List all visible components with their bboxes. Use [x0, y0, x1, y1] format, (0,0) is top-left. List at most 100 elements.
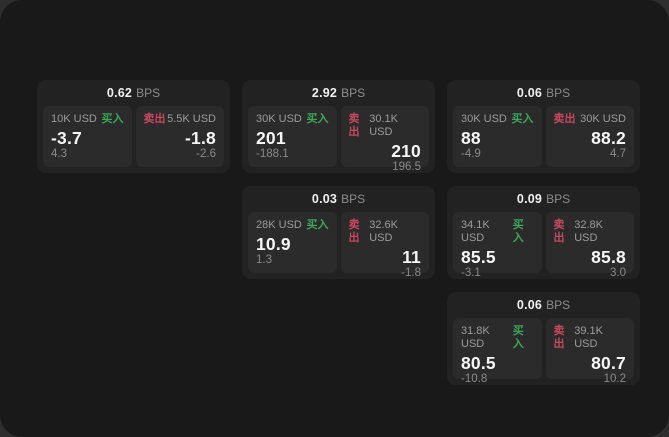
sell-price: 88.2	[591, 128, 626, 148]
quote-body: 10K USD 买入 -3.7 4.3 卖出 5.5K USD -1.8 -2.…	[37, 106, 230, 167]
buy-panel[interactable]: 10K USD 买入 -3.7 4.3	[43, 106, 132, 167]
sell-top-row: 卖出 39.1K USD	[554, 325, 627, 351]
sell-top-row: 卖出 32.6K USD	[349, 219, 422, 245]
sell-panel[interactable]: 卖出 39.1K USD 80.7 10.2	[545, 318, 634, 385]
spread-unit-label: BPS	[341, 192, 366, 206]
sell-sub-value: 3.0	[610, 267, 626, 280]
sell-side-label: 卖出	[553, 113, 576, 125]
sell-price: 210	[391, 141, 421, 161]
sell-sub-value: 196.5	[392, 161, 421, 174]
buy-side-label: 买入	[306, 113, 329, 125]
sell-sub-value: -2.6	[196, 148, 216, 161]
quote-body: 30K USD 买入 201 -188.1 卖出 30.1K USD 210 1…	[242, 106, 435, 173]
buy-panel[interactable]: 30K USD 买入 88 -4.9	[453, 106, 542, 167]
quote-body: 34.1K USD 买入 85.5 -3.1 卖出 32.8K USD 85.8…	[447, 212, 640, 279]
sell-top-row: 卖出 30.1K USD	[349, 113, 422, 139]
spread-unit-label: BPS	[546, 192, 571, 206]
sell-price: 11	[402, 247, 421, 267]
sell-price: -1.8	[185, 128, 216, 148]
sell-price: 80.7	[591, 353, 626, 373]
buy-side-label: 买入	[512, 325, 524, 350]
spread-header: 0.62 BPS	[37, 80, 230, 106]
buy-amount: 28K USD	[256, 219, 302, 231]
sell-amount: 30K USD	[580, 113, 626, 125]
quote-card: 2.92 BPS 30K USD 买入 201 -188.1 卖出 30.1K …	[242, 80, 435, 173]
sell-top-row: 卖出 30K USD	[554, 113, 627, 126]
spread-value: 0.06	[516, 86, 543, 100]
spread-header: 0.06 BPS	[447, 80, 640, 106]
buy-amount: 34.1K USD	[461, 219, 490, 244]
sell-side-label: 卖出	[553, 325, 565, 350]
sell-side-label: 卖出	[348, 219, 360, 244]
buy-amount: 30K USD	[256, 113, 302, 125]
buy-side-label: 买入	[101, 113, 124, 125]
buy-side-label: 买入	[511, 113, 534, 125]
sell-side-label: 卖出	[143, 113, 166, 125]
spread-value: 0.06	[516, 298, 543, 312]
spread-header: 0.09 BPS	[447, 186, 640, 212]
quote-body: 31.8K USD 买入 80.5 -10.8 卖出 39.1K USD 80.…	[447, 318, 640, 385]
quote-card: 0.06 BPS 31.8K USD 买入 80.5 -10.8 卖出 39.1…	[447, 292, 640, 385]
buy-amount: 30K USD	[461, 113, 507, 125]
quote-card: 0.09 BPS 34.1K USD 买入 85.5 -3.1 卖出 32.8K…	[447, 186, 640, 279]
buy-panel[interactable]: 34.1K USD 买入 85.5 -3.1	[453, 212, 542, 279]
sell-panel[interactable]: 卖出 30.1K USD 210 196.5	[340, 106, 429, 173]
buy-sub-value: -10.8	[461, 373, 488, 386]
buy-top-row: 30K USD 买入	[461, 113, 534, 126]
spread-value: 0.03	[311, 192, 338, 206]
buy-sub-value: 1.3	[256, 254, 272, 267]
buy-side-label: 买入	[306, 219, 329, 231]
quote-body: 30K USD 买入 88 -4.9 卖出 30K USD 88.2 4.7	[447, 106, 640, 167]
buy-top-row: 30K USD 买入	[256, 113, 329, 126]
spread-unit-label: BPS	[136, 86, 161, 100]
buy-sub-value: -4.9	[461, 148, 481, 161]
buy-top-row: 31.8K USD 买入	[461, 325, 534, 351]
sell-side-label: 卖出	[348, 113, 360, 138]
buy-top-row: 10K USD 买入	[51, 113, 124, 126]
sell-sub-value: 4.7	[610, 148, 626, 161]
sell-top-row: 卖出 32.8K USD	[554, 219, 627, 245]
quote-body: 28K USD 买入 10.9 1.3 卖出 32.6K USD 11 -1.8	[242, 212, 435, 279]
sell-amount: 39.1K USD	[574, 325, 603, 350]
sell-panel[interactable]: 卖出 5.5K USD -1.8 -2.6	[135, 106, 224, 167]
sell-top-row: 卖出 5.5K USD	[144, 113, 217, 126]
buy-panel[interactable]: 30K USD 买入 201 -188.1	[248, 106, 337, 167]
buy-price: 201	[256, 128, 286, 148]
buy-price: 10.9	[256, 234, 291, 254]
sell-panel[interactable]: 卖出 32.8K USD 85.8 3.0	[545, 212, 634, 279]
buy-price: 88	[461, 128, 481, 148]
sell-amount: 5.5K USD	[167, 113, 216, 125]
sell-side-label: 卖出	[553, 219, 565, 244]
buy-price: 85.5	[461, 247, 496, 267]
quote-card: 0.62 BPS 10K USD 买入 -3.7 4.3 卖出 5.5K USD…	[37, 80, 230, 173]
sell-amount: 30.1K USD	[369, 113, 398, 138]
sell-price: 85.8	[591, 247, 626, 267]
sell-panel[interactable]: 卖出 32.6K USD 11 -1.8	[340, 212, 429, 279]
spread-header: 0.06 BPS	[447, 292, 640, 318]
spread-header: 2.92 BPS	[242, 80, 435, 106]
spread-unit-label: BPS	[341, 86, 366, 100]
spread-unit-label: BPS	[546, 86, 571, 100]
buy-panel[interactable]: 31.8K USD 买入 80.5 -10.8	[453, 318, 542, 385]
spread-unit-label: BPS	[546, 298, 571, 312]
quote-card: 0.06 BPS 30K USD 买入 88 -4.9 卖出 30K USD 8…	[447, 80, 640, 173]
spread-header: 0.03 BPS	[242, 186, 435, 212]
buy-amount: 10K USD	[51, 113, 97, 125]
buy-panel[interactable]: 28K USD 买入 10.9 1.3	[248, 212, 337, 273]
spread-value: 0.09	[516, 192, 543, 206]
buy-top-row: 34.1K USD 买入	[461, 219, 534, 245]
buy-amount: 31.8K USD	[461, 325, 490, 350]
sell-panel[interactable]: 卖出 30K USD 88.2 4.7	[545, 106, 634, 167]
buy-sub-value: -188.1	[256, 148, 289, 161]
buy-price: -3.7	[51, 128, 82, 148]
sell-amount: 32.8K USD	[574, 219, 603, 244]
spread-value: 0.62	[106, 86, 133, 100]
buy-top-row: 28K USD 买入	[256, 219, 329, 232]
buy-sub-value: -3.1	[461, 267, 481, 280]
buy-price: 80.5	[461, 353, 496, 373]
sell-sub-value: 10.2	[603, 373, 626, 386]
buy-sub-value: 4.3	[51, 148, 67, 161]
buy-side-label: 买入	[512, 219, 524, 244]
spread-value: 2.92	[311, 86, 338, 100]
